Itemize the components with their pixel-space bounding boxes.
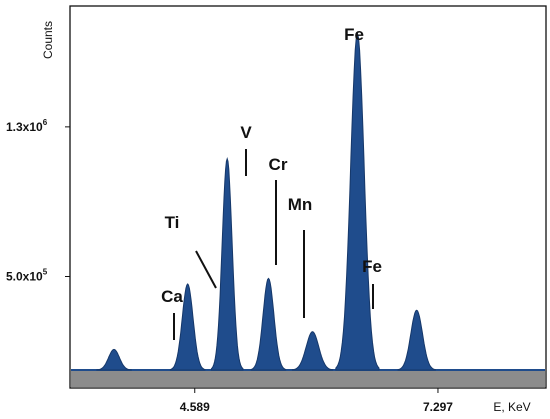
peak-label-ti: Ti xyxy=(165,213,180,232)
peak-label-fe: Fe xyxy=(362,257,382,276)
peak-label-fe: Fe xyxy=(344,25,364,44)
y-axis-title: Counts xyxy=(41,21,55,59)
x-tick-label: 4.589 xyxy=(180,400,210,414)
y-tick-label: 5.0x105 xyxy=(6,267,48,283)
peak-label-cr: Cr xyxy=(269,155,288,174)
peak-v-2 xyxy=(210,156,244,371)
peak-mn-4 xyxy=(291,331,334,371)
peak-label-mn: Mn xyxy=(288,195,313,214)
peak-fe-6 xyxy=(397,309,436,371)
peak-ti-1 xyxy=(169,283,206,371)
peak-cr-3 xyxy=(250,277,287,371)
x-axis-title: E, KeV xyxy=(493,400,530,414)
peak-label-v: V xyxy=(240,123,252,142)
x-tick-label: 7.297 xyxy=(423,400,453,414)
plot-frame xyxy=(69,5,547,389)
leader-line-ti xyxy=(195,250,217,289)
baseline-band xyxy=(71,370,545,387)
peak-fe-5 xyxy=(335,31,380,371)
y-tick-label: 1.3x106 xyxy=(6,118,48,134)
peak-label-ca: Ca xyxy=(161,287,183,306)
peak-ca-0 xyxy=(96,348,132,371)
